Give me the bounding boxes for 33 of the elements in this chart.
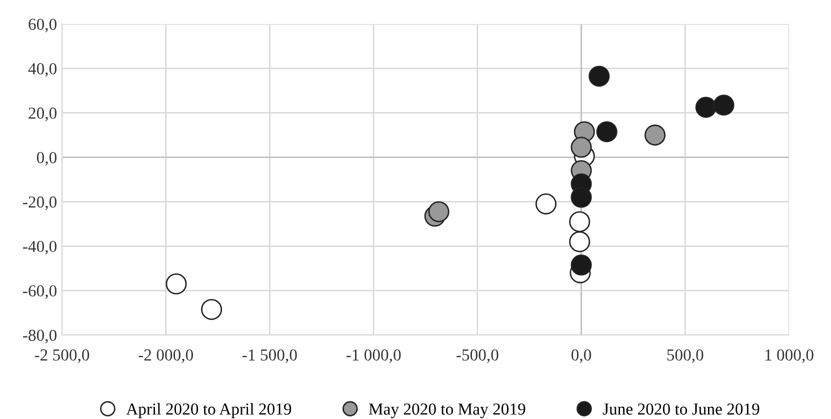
point — [596, 121, 618, 142]
legend-label: May 2020 to May 2019 — [368, 403, 526, 418]
y-tick-label: 20,0 — [28, 108, 57, 122]
y-tick-label: 0,0 — [36, 152, 57, 166]
y-tick-label: 60,0 — [28, 18, 57, 32]
point — [588, 66, 610, 87]
point — [569, 231, 590, 252]
point — [166, 273, 187, 294]
y-tick-label: -80,0 — [23, 330, 57, 344]
point — [570, 136, 592, 158]
point — [569, 211, 590, 232]
point — [570, 254, 592, 276]
x-tick-label: -1 500,0 — [242, 349, 297, 364]
x-tick-label: -2 000,0 — [138, 349, 193, 364]
x-tick-label: 500,0 — [667, 349, 704, 364]
legend-label: June 2020 to June 2019 — [602, 403, 760, 415]
point — [201, 298, 222, 320]
x-tick-label: -2 500,0 — [34, 349, 90, 364]
x-tick-label: -500,0 — [456, 349, 498, 364]
y-tick-label: 40,0 — [28, 63, 57, 77]
y-tick-label: -60,0 — [23, 285, 57, 299]
y-tick-label: -20,0 — [23, 196, 57, 210]
x-tick-label: 1 000,0 — [765, 349, 814, 364]
point — [644, 124, 666, 146]
point — [695, 96, 716, 118]
point — [713, 94, 734, 116]
point — [570, 186, 592, 208]
y-tick-label: -40,0 — [23, 240, 57, 254]
point — [535, 193, 556, 214]
x-tick-label: 0,0 — [572, 349, 592, 364]
point — [428, 201, 450, 222]
x-tick-label: -1 000,0 — [346, 349, 401, 364]
legend-label: April 2020 to April 2019 — [126, 402, 292, 418]
